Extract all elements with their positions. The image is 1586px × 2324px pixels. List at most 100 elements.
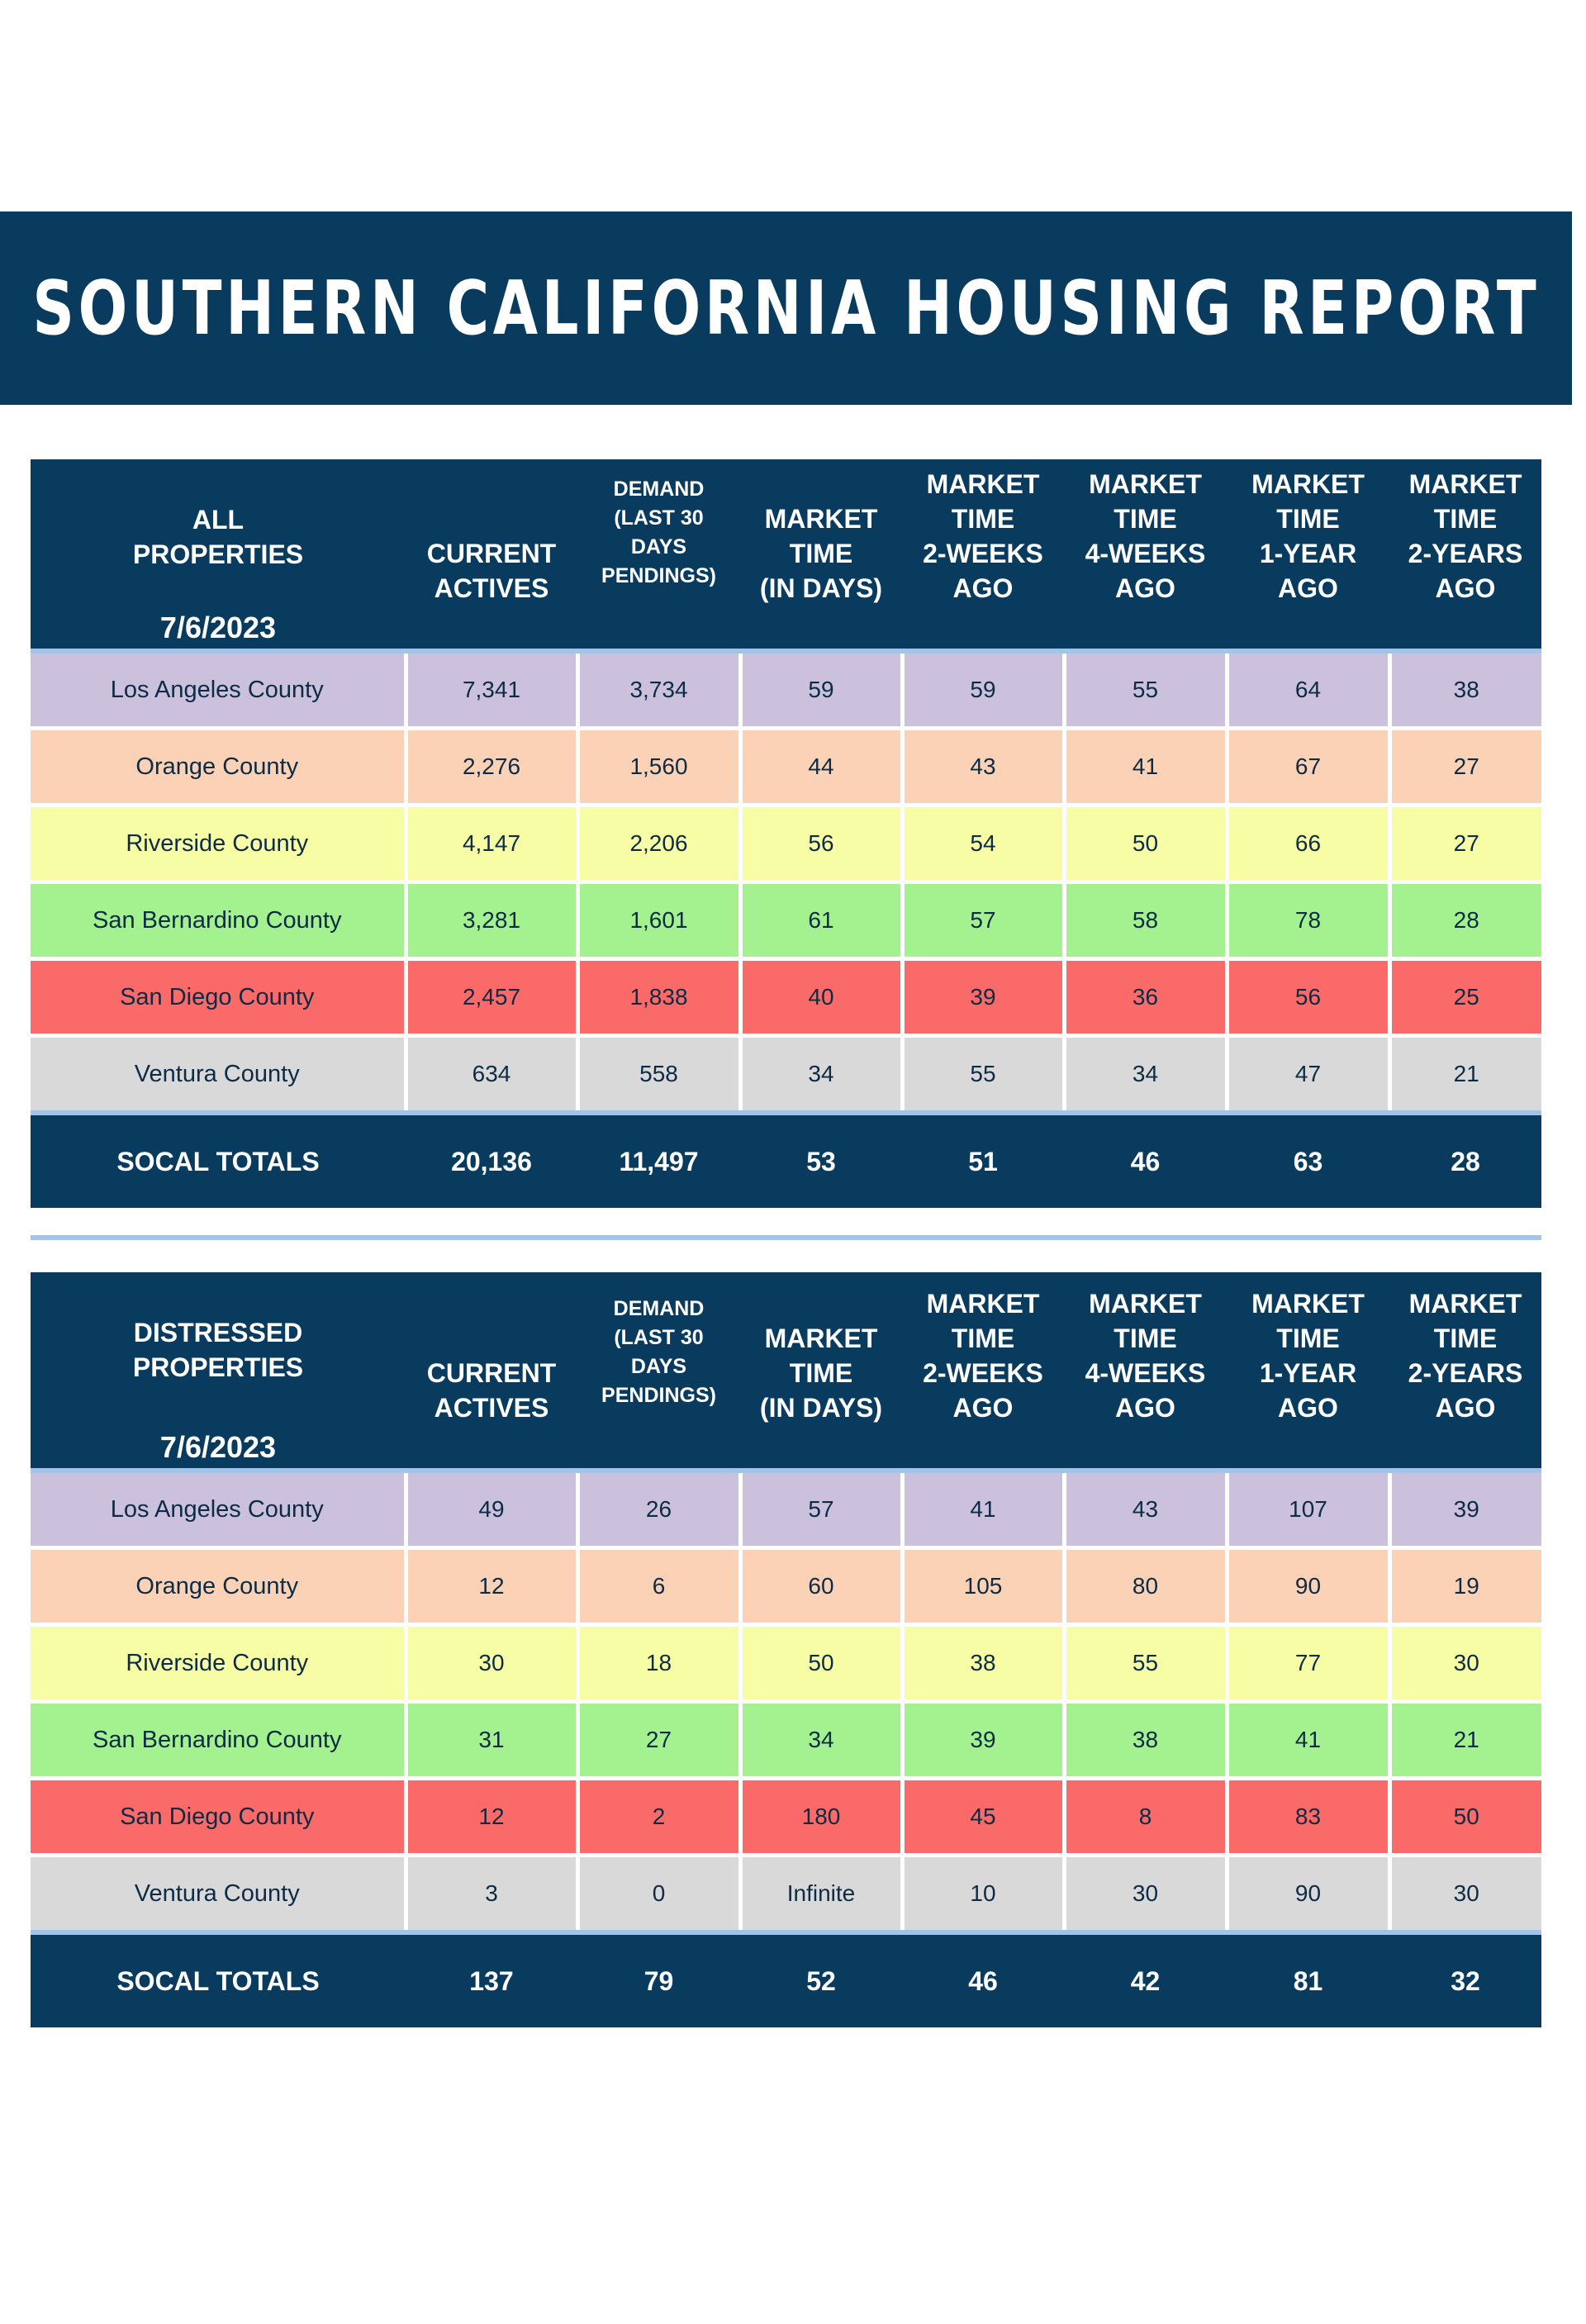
demand: 27 bbox=[577, 1701, 743, 1780]
total-market-time-2-years: 28 bbox=[1389, 1113, 1541, 1208]
header-market-time-2-weeks: MARKET TIME 2-WEEKS AGO bbox=[902, 459, 1064, 651]
demand: 3,734 bbox=[577, 651, 743, 730]
market-time-2-years: 30 bbox=[1389, 1624, 1541, 1704]
header-demand: DEMAND (LAST 30 DAYS PENDINGS) bbox=[577, 459, 740, 651]
table-label-cell: ALL PROPERTIES 7/6/2023 bbox=[31, 459, 406, 651]
county-name: Riverside County bbox=[31, 805, 408, 884]
market-time-2-weeks: 43 bbox=[902, 728, 1066, 807]
total-market-time-2-weeks: 46 bbox=[902, 1932, 1064, 2027]
total-market-time: 52 bbox=[740, 1932, 902, 2027]
market-time-1-year: 64 bbox=[1227, 651, 1392, 730]
all-properties-table: ALL PROPERTIES 7/6/2023 CURRENT ACTIVES D… bbox=[31, 459, 1541, 1208]
market-time-4-weeks: 41 bbox=[1064, 728, 1229, 807]
market-time: Infinite bbox=[740, 1855, 905, 1935]
total-market-time-1-year: 81 bbox=[1227, 1932, 1389, 2027]
current-actives: 3,281 bbox=[406, 882, 580, 961]
county-name: Ventura County bbox=[31, 1855, 408, 1935]
market-time-1-year: 83 bbox=[1227, 1778, 1392, 1857]
county-name: Orange County bbox=[31, 728, 408, 807]
header-market-time-2-years: MARKET TIME 2-YEARS AGO bbox=[1389, 1272, 1541, 1471]
market-time-2-years: 21 bbox=[1389, 1701, 1541, 1780]
table-row: San Diego County 2,457 1,838 40 39 36 56… bbox=[31, 958, 1541, 1038]
market-time-4-weeks: 34 bbox=[1064, 1035, 1229, 1115]
total-demand: 11,497 bbox=[577, 1113, 740, 1208]
header-market-time-1-year: MARKET TIME 1-YEAR AGO bbox=[1227, 1272, 1389, 1471]
table-row: San Bernardino County 31 27 34 39 38 41 … bbox=[31, 1701, 1541, 1780]
market-time-1-year: 107 bbox=[1227, 1471, 1392, 1550]
demand: 1,838 bbox=[577, 958, 743, 1038]
total-market-time-1-year: 63 bbox=[1227, 1113, 1389, 1208]
table-row: San Bernardino County 3,281 1,601 61 57 … bbox=[31, 882, 1541, 961]
total-market-time-2-years: 32 bbox=[1389, 1932, 1541, 2027]
demand: 1,601 bbox=[577, 882, 743, 961]
table-row: Riverside County 4,147 2,206 56 54 50 66… bbox=[31, 805, 1541, 884]
table-row: Orange County 12 6 60 105 80 90 19 bbox=[31, 1547, 1541, 1627]
total-market-time-4-weeks: 42 bbox=[1064, 1932, 1227, 2027]
market-time-2-weeks: 45 bbox=[902, 1778, 1066, 1857]
market-time-2-years: 21 bbox=[1389, 1035, 1541, 1115]
market-time-4-weeks: 43 bbox=[1064, 1471, 1229, 1550]
demand: 2,206 bbox=[577, 805, 743, 884]
market-time-2-weeks: 105 bbox=[902, 1547, 1066, 1627]
totals-row: SOCAL TOTALS 20,136 11,497 53 51 46 63 2… bbox=[31, 1113, 1541, 1208]
market-time-1-year: 77 bbox=[1227, 1624, 1392, 1704]
header-current-actives: CURRENT ACTIVES bbox=[406, 1272, 577, 1471]
totals-row: SOCAL TOTALS 137 79 52 46 42 81 32 bbox=[31, 1932, 1541, 2027]
market-time-1-year: 78 bbox=[1227, 882, 1392, 961]
market-time-1-year: 41 bbox=[1227, 1701, 1392, 1780]
county-name: San Diego County bbox=[31, 958, 408, 1038]
report-date: 7/6/2023 bbox=[159, 1430, 277, 1464]
current-actives: 7,341 bbox=[406, 651, 580, 730]
total-market-time-4-weeks: 46 bbox=[1064, 1113, 1227, 1208]
table-row: Riverside County 30 18 50 38 55 77 30 bbox=[31, 1624, 1541, 1704]
county-name: Los Angeles County bbox=[31, 651, 408, 730]
market-time-4-weeks: 38 bbox=[1064, 1701, 1229, 1780]
total-current-actives: 137 bbox=[406, 1932, 577, 2027]
table-label-line2: PROPERTIES bbox=[132, 1352, 304, 1382]
market-time-2-years: 25 bbox=[1389, 958, 1541, 1038]
market-time: 59 bbox=[740, 651, 905, 730]
county-name: Orange County bbox=[31, 1547, 408, 1627]
table-label-line2: PROPERTIES bbox=[132, 539, 304, 569]
market-time-1-year: 67 bbox=[1227, 728, 1392, 807]
market-time: 180 bbox=[740, 1778, 905, 1857]
market-time-2-years: 19 bbox=[1389, 1547, 1541, 1627]
market-time: 44 bbox=[740, 728, 905, 807]
market-time-2-years: 50 bbox=[1389, 1778, 1541, 1857]
market-time-4-weeks: 8 bbox=[1064, 1778, 1229, 1857]
market-time-1-year: 47 bbox=[1227, 1035, 1392, 1115]
market-time-4-weeks: 50 bbox=[1064, 805, 1229, 884]
market-time-2-weeks: 39 bbox=[902, 1701, 1066, 1780]
table-row: Los Angeles County 49 26 57 41 43 107 39 bbox=[31, 1471, 1541, 1550]
market-time-4-weeks: 80 bbox=[1064, 1547, 1229, 1627]
county-name: Los Angeles County bbox=[31, 1471, 408, 1550]
table-label-line1: ALL bbox=[192, 505, 245, 535]
header-market-time: MARKET TIME (IN DAYS) bbox=[740, 1272, 902, 1471]
total-demand: 79 bbox=[577, 1932, 740, 2027]
current-actives: 2,457 bbox=[406, 958, 580, 1038]
market-time-2-weeks: 54 bbox=[902, 805, 1066, 884]
report-date: 7/6/2023 bbox=[159, 611, 277, 644]
market-time-2-years: 27 bbox=[1389, 728, 1541, 807]
demand: 18 bbox=[577, 1624, 743, 1704]
demand: 1,560 bbox=[577, 728, 743, 807]
table-row: Ventura County 634 558 34 55 34 47 21 bbox=[31, 1035, 1541, 1115]
report-banner: SOUTHERN CALIFORNIA HOUSING REPORT bbox=[0, 211, 1572, 405]
market-time: 50 bbox=[740, 1624, 905, 1704]
table-label-line1: DISTRESSED bbox=[133, 1318, 303, 1347]
market-time-4-weeks: 55 bbox=[1064, 1624, 1229, 1704]
section-divider bbox=[31, 1235, 1541, 1240]
header-market-time-2-years: MARKET TIME 2-YEARS AGO bbox=[1389, 459, 1541, 651]
market-time-4-weeks: 55 bbox=[1064, 651, 1229, 730]
header-market-time-4-weeks: MARKET TIME 4-WEEKS AGO bbox=[1064, 1272, 1227, 1471]
market-time-2-years: 28 bbox=[1389, 882, 1541, 961]
county-name: San Bernardino County bbox=[31, 882, 408, 961]
demand: 558 bbox=[577, 1035, 743, 1115]
current-actives: 634 bbox=[406, 1035, 580, 1115]
market-time-1-year: 90 bbox=[1227, 1855, 1392, 1935]
table-label-cell: DISTRESSED PROPERTIES 7/6/2023 bbox=[31, 1272, 406, 1471]
current-actives: 12 bbox=[406, 1547, 580, 1627]
market-time-2-weeks: 10 bbox=[902, 1855, 1066, 1935]
table-header-row: ALL PROPERTIES 7/6/2023 CURRENT ACTIVES D… bbox=[31, 459, 1541, 651]
market-time-2-weeks: 59 bbox=[902, 651, 1066, 730]
